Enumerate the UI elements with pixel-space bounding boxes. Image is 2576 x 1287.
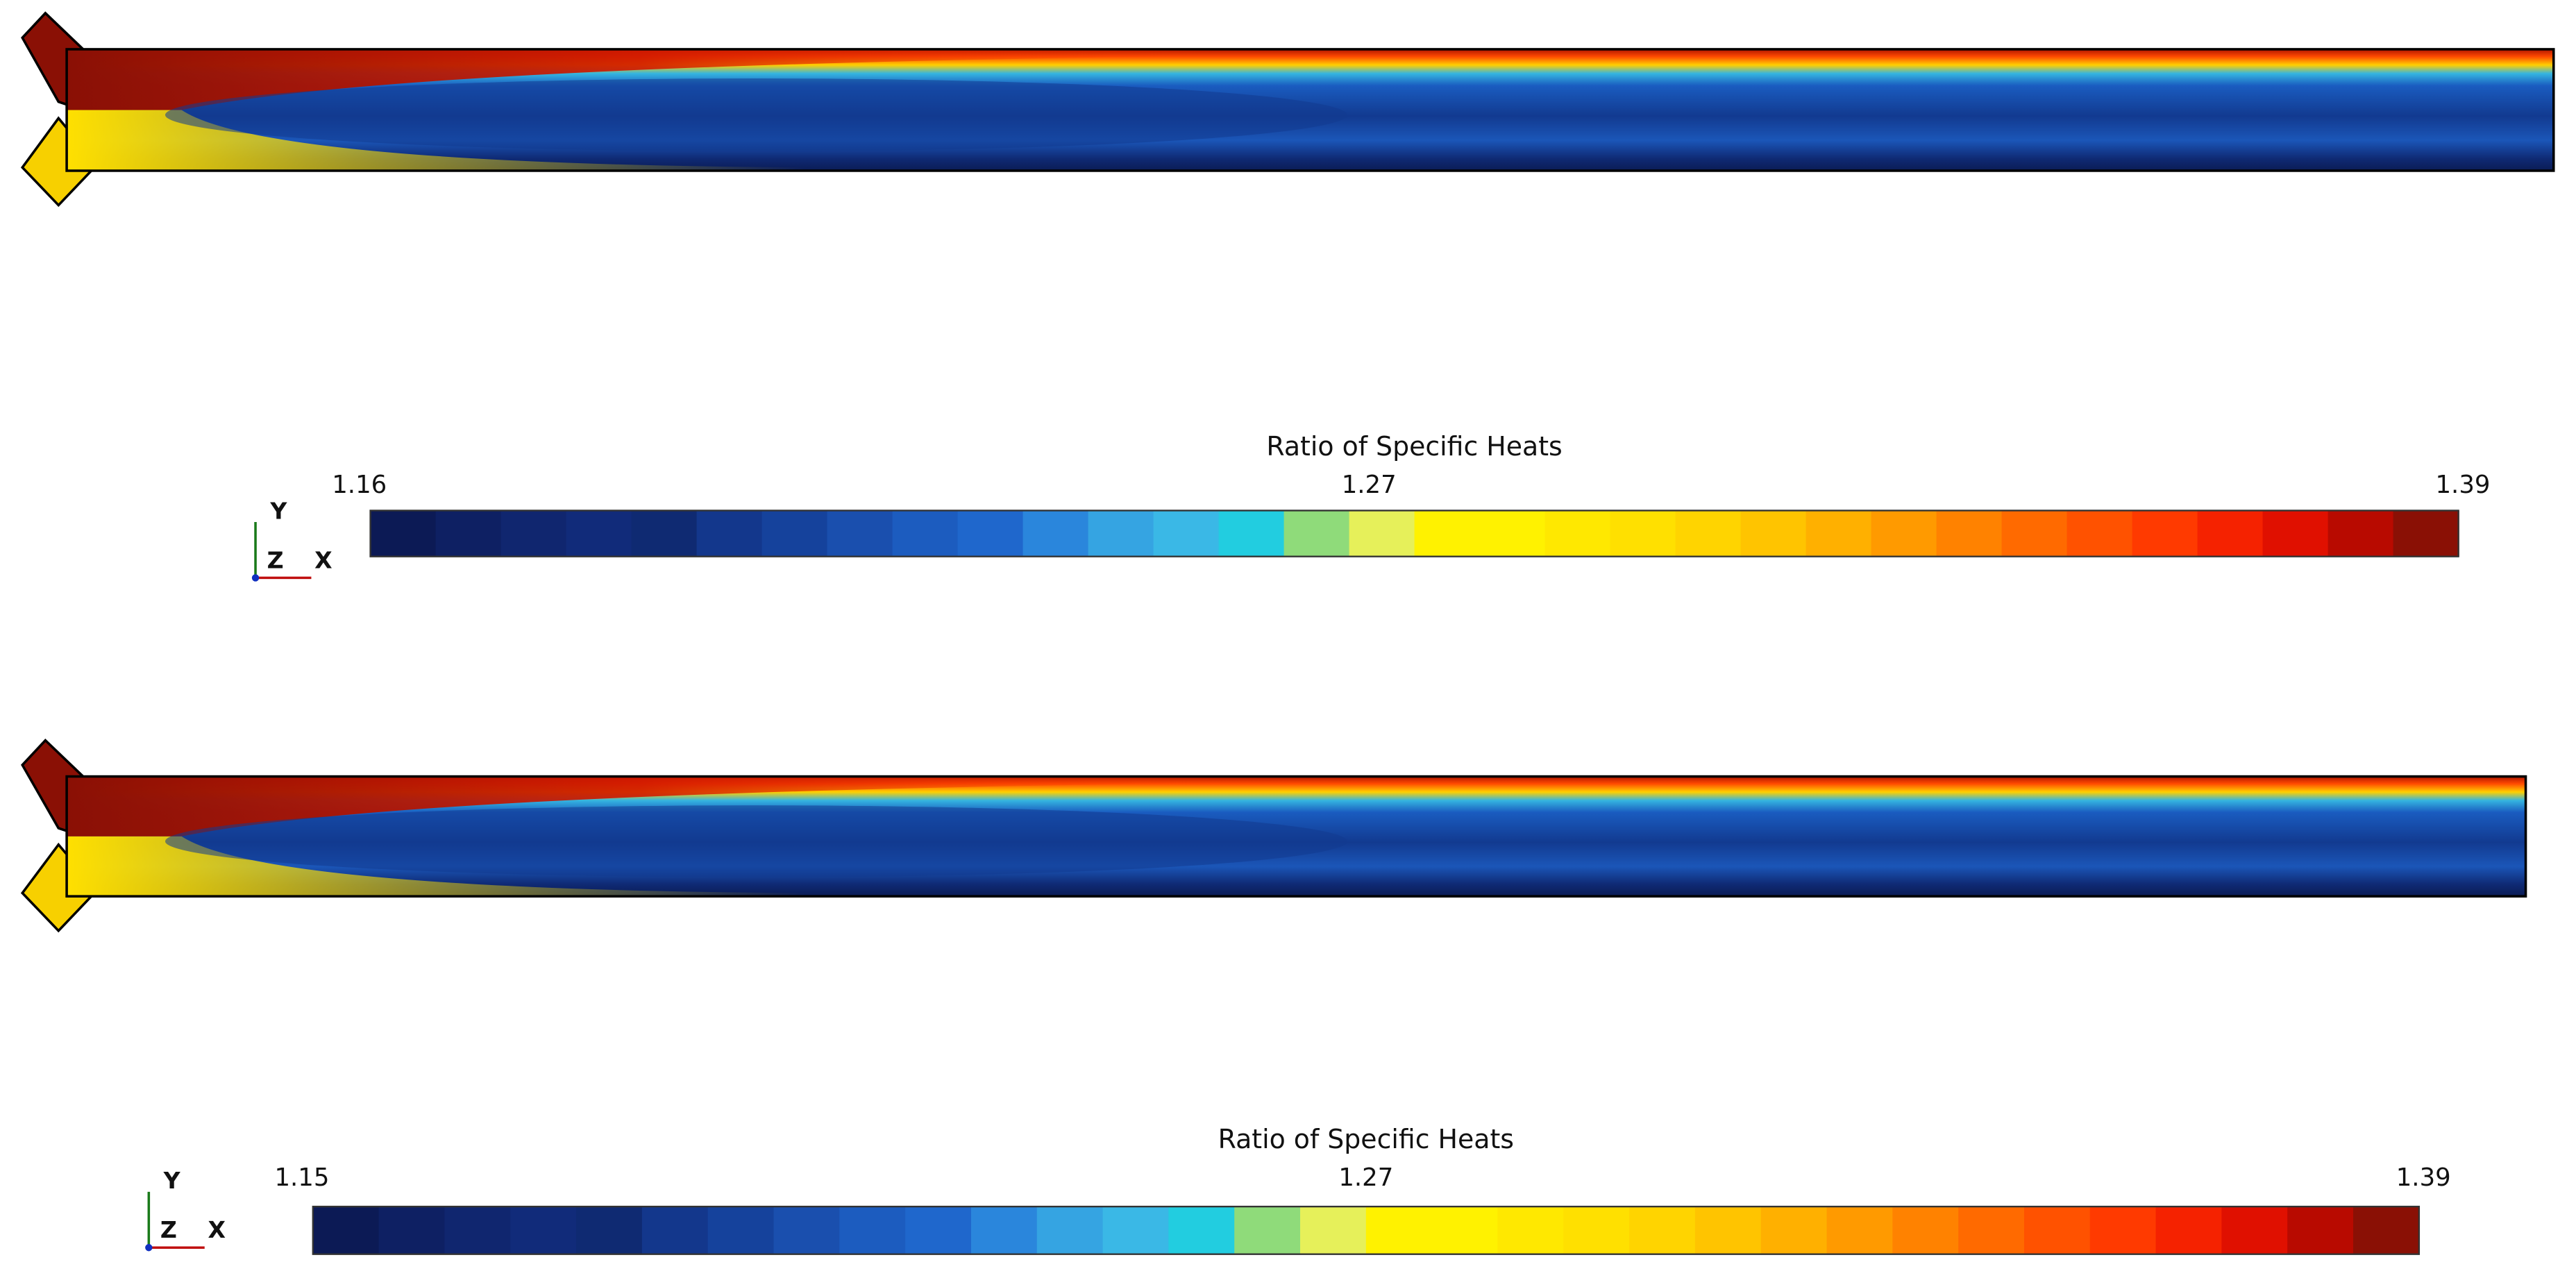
- colorbar-segment: [641, 1206, 709, 1254]
- colorbar-segment: [576, 1206, 643, 1254]
- colorbar-segment: [2221, 1206, 2289, 1254]
- colorbar-segment: [1740, 510, 1807, 557]
- contour-plot: [20, 739, 2527, 933]
- colorbar-segment: [1805, 510, 1872, 557]
- x-axis-label: X: [208, 1216, 226, 1243]
- z-axis-label: Z: [267, 546, 284, 573]
- colorbar-segment: [1022, 510, 1089, 557]
- colorbar-segment: [566, 510, 632, 557]
- colorbar-segment: [970, 1206, 1038, 1254]
- colorbar-segment: [892, 510, 959, 557]
- colorbar-segment: [1349, 510, 1415, 557]
- colorbar-tick-label: 1.39: [2435, 471, 2490, 499]
- colorbar: Ratio of Specific Heats 1.15 1.27 1.39: [274, 1124, 2451, 1255]
- colorbar-segment: [510, 1206, 578, 1254]
- core: [165, 78, 1347, 152]
- colorbar-segment: [500, 510, 567, 557]
- colorbar-segment: [1610, 510, 1676, 557]
- colorbar-frame: [312, 1205, 2421, 1255]
- colorbar-segment: [1694, 1206, 1762, 1254]
- origin: [145, 1244, 153, 1252]
- pipe-outline: [65, 775, 2527, 898]
- colorbar-segment: [1871, 510, 1937, 557]
- colorbar-segment: [827, 510, 893, 557]
- colorbar-tick-label: 1.39: [2396, 1163, 2451, 1192]
- colorbar-segment: [707, 1206, 775, 1254]
- z-axis-label: Z: [160, 1216, 177, 1243]
- colorbar-segment: [1218, 510, 1285, 557]
- colorbar-segment: [1283, 510, 1350, 557]
- y-axis-label: Y: [163, 1167, 181, 1194]
- core: [165, 805, 1347, 877]
- colorbar-segment: [2393, 510, 2459, 557]
- colorbar-segment: [2287, 1206, 2355, 1254]
- pipe-outline: [65, 48, 2555, 172]
- colorbar-title: Ratio of Specific Heats: [1218, 1124, 1514, 1154]
- colorbar-title: Ratio of Specific Heats: [1266, 431, 1562, 462]
- colorbar-segment: [631, 510, 698, 557]
- axis-triad: YZ X: [251, 497, 332, 582]
- colorbar-segment: [2327, 510, 2394, 557]
- colorbar-segment: [1168, 1206, 1236, 1254]
- colorbar-segment: [761, 510, 828, 557]
- colorbar-segment: [1826, 1206, 1894, 1254]
- colorbar-segment: [1300, 1206, 1367, 1254]
- colorbar-segment: [2262, 510, 2329, 557]
- colorbar-segment: [2066, 510, 2133, 557]
- colorbar-segment: [1675, 510, 1742, 557]
- colorbar-segment: [1153, 510, 1220, 557]
- colorbar-segment: [1036, 1206, 1104, 1254]
- colorbar-tick-label: 1.15: [274, 1163, 329, 1192]
- colorbar-segment: [696, 510, 763, 557]
- colorbar-segment: [773, 1206, 841, 1254]
- colorbar-tick-label: 1.27: [1342, 471, 1397, 499]
- colorbar-segment: [1760, 1206, 1828, 1254]
- hot-plume: [67, 49, 1216, 110]
- colorbar-segment: [1497, 1206, 1565, 1254]
- axis-triad: YZ X: [145, 1167, 226, 1252]
- origin: [251, 574, 260, 582]
- cool-plume: [67, 110, 806, 171]
- colorbar-segment: [1479, 510, 1546, 557]
- colorbar-segment: [1102, 1206, 1170, 1254]
- panel: Ratio of Specific Heats 1.16 1.27 1.39 YZ X: [20, 11, 2555, 582]
- colorbar-tick-label: 1.16: [332, 471, 387, 499]
- colorbar-segment: [312, 1206, 380, 1254]
- colorbar-segment: [905, 1206, 973, 1254]
- colorbar-segment: [2197, 510, 2264, 557]
- colorbar-segment: [435, 510, 502, 557]
- colorbar-segment: [2353, 1206, 2421, 1254]
- colorbar-frame: [369, 510, 2459, 557]
- colorbar-segment: [957, 510, 1024, 557]
- colorbar-segment: [1234, 1206, 1302, 1254]
- colorbar-segment: [370, 510, 437, 557]
- colorbar: Ratio of Specific Heats 1.16 1.27 1.39: [332, 431, 2490, 557]
- colorbar-segment: [2001, 510, 2068, 557]
- colorbar-segment: [444, 1206, 512, 1254]
- colorbar-segment: [2155, 1206, 2223, 1254]
- colorbar-segment: [2023, 1206, 2091, 1254]
- colorbar-segment: [1629, 1206, 1697, 1254]
- colorbar-segment: [1414, 510, 1481, 557]
- cool-plume: [67, 836, 806, 897]
- hot-plume: [67, 776, 1216, 836]
- colorbar-segment: [1936, 510, 2003, 557]
- x-axis-label: X: [314, 546, 332, 573]
- colorbar-segment: [2132, 510, 2198, 557]
- colorbar-tick-label: 1.27: [1338, 1163, 1393, 1192]
- colorbar-segment: [1958, 1206, 2026, 1254]
- colorbar-segment: [1563, 1206, 1631, 1254]
- colorbar-segment: [1088, 510, 1154, 557]
- colorbar-segment: [2089, 1206, 2157, 1254]
- contour-plot: [20, 11, 2555, 208]
- colorbar-segment: [1431, 1206, 1499, 1254]
- colorbar-segment: [1892, 1206, 1960, 1254]
- colorbar-segment: [1365, 1206, 1433, 1254]
- y-axis-label: Y: [269, 497, 287, 524]
- colorbar-segment: [1544, 510, 1611, 557]
- panel: Ratio of Specific Heats 1.15 1.27 1.39 YZ X: [20, 739, 2527, 1255]
- colorbar-segment: [839, 1206, 907, 1254]
- colorbar-segment: [378, 1206, 446, 1254]
